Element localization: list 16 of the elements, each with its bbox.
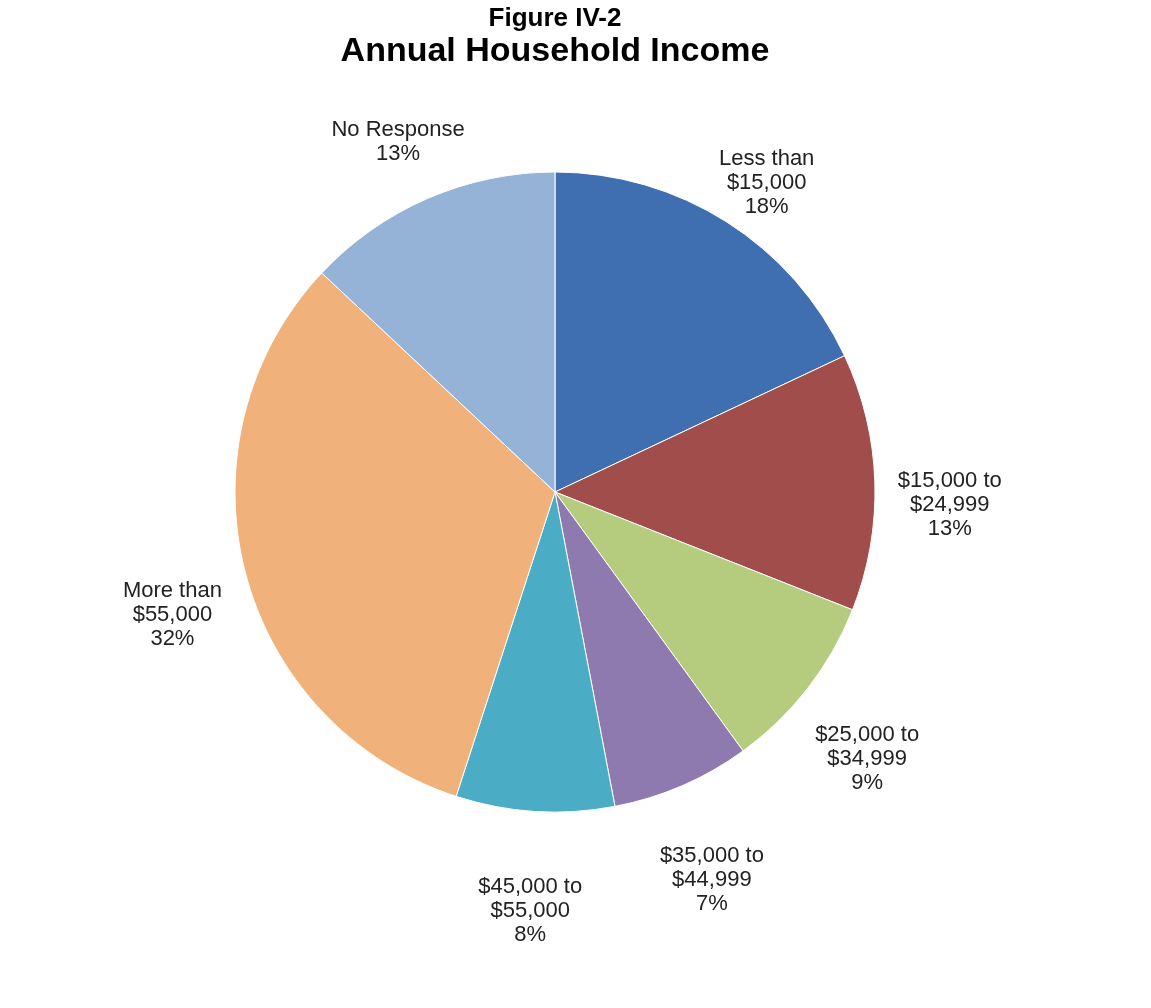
slice-label: $45,000 to $55,000 [478,873,583,923]
data-label: 9% [851,769,884,795]
slice-label: $25,000 to $34,999 [815,721,920,771]
chart-subtitle: Annual Household Income [340,30,770,68]
slice-label: $15,000 to $24,999 [897,466,1002,516]
slice-label: Less than $15,000 [718,145,815,195]
data-label: 18% [744,193,789,219]
slice-label: No Response [331,116,465,142]
data-label: 32% [150,625,195,651]
data-label: 13% [927,514,972,540]
slice-label: $35,000 to $44,999 [659,841,764,891]
data-label: 7% [695,889,728,915]
chart-title: Figure IV-2 [488,2,622,32]
slice-label: More than $55,000 [122,577,222,627]
data-label: 8% [514,921,547,947]
data-label: 13% [376,140,421,166]
